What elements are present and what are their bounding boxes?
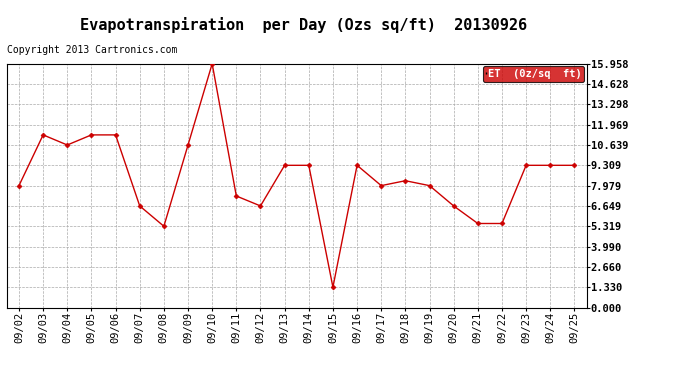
Legend: ET  (0z/sq  ft): ET (0z/sq ft) — [484, 66, 584, 82]
Text: Evapotranspiration  per Day (Ozs sq/ft)  20130926: Evapotranspiration per Day (Ozs sq/ft) 2… — [80, 17, 527, 33]
Text: Copyright 2013 Cartronics.com: Copyright 2013 Cartronics.com — [7, 45, 177, 55]
